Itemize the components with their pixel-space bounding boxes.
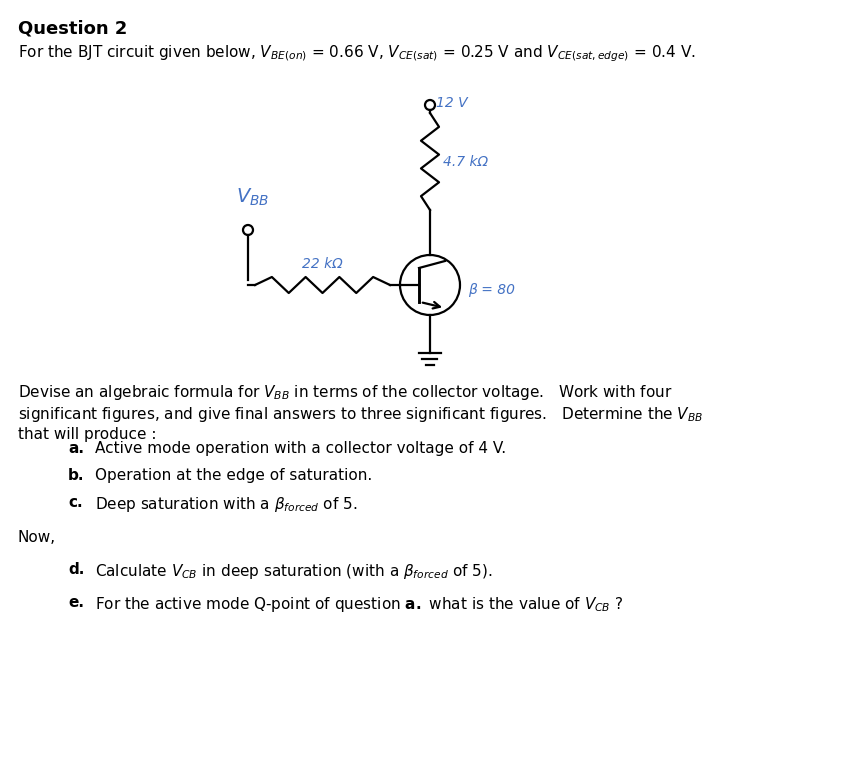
Text: that will produce :: that will produce :: [18, 427, 157, 442]
Text: Operation at the edge of saturation.: Operation at the edge of saturation.: [95, 468, 372, 483]
Text: Devise an algebraic formula for $V_{BB}$ in terms of the collector voltage.   Wo: Devise an algebraic formula for $V_{BB}$…: [18, 383, 673, 402]
Text: β = 80: β = 80: [468, 283, 515, 297]
Text: b.: b.: [68, 468, 85, 483]
Text: Now,: Now,: [18, 530, 56, 545]
Text: Deep saturation with a $\beta_{forced}$ of 5.: Deep saturation with a $\beta_{forced}$ …: [95, 495, 358, 514]
Text: $V_{BB}$: $V_{BB}$: [236, 187, 270, 208]
Text: d.: d.: [68, 562, 85, 577]
Text: Question 2: Question 2: [18, 20, 128, 38]
Text: 22 kΩ: 22 kΩ: [302, 257, 343, 271]
Text: c.: c.: [68, 495, 83, 510]
Text: For the BJT circuit given below, $V_{BE(on)}$ = 0.66 V, $V_{CE(sat)}$ = 0.25 V a: For the BJT circuit given below, $V_{BE(…: [18, 43, 696, 64]
Text: Calculate $V_{CB}$ in deep saturation (with a $\beta_{forced}$ of 5).: Calculate $V_{CB}$ in deep saturation (w…: [95, 562, 492, 581]
Text: 12 V: 12 V: [436, 96, 467, 110]
Text: e.: e.: [68, 595, 84, 610]
Text: 4.7 kΩ: 4.7 kΩ: [443, 154, 488, 168]
Text: a.: a.: [68, 441, 84, 456]
Text: For the active mode Q-point of question $\mathbf{a.}$ what is the value of $V_{C: For the active mode Q-point of question …: [95, 595, 623, 614]
Text: Active mode operation with a collector voltage of 4 V.: Active mode operation with a collector v…: [95, 441, 506, 456]
Text: significant figures, and give final answers to three significant figures.   Dete: significant figures, and give final answ…: [18, 405, 704, 424]
